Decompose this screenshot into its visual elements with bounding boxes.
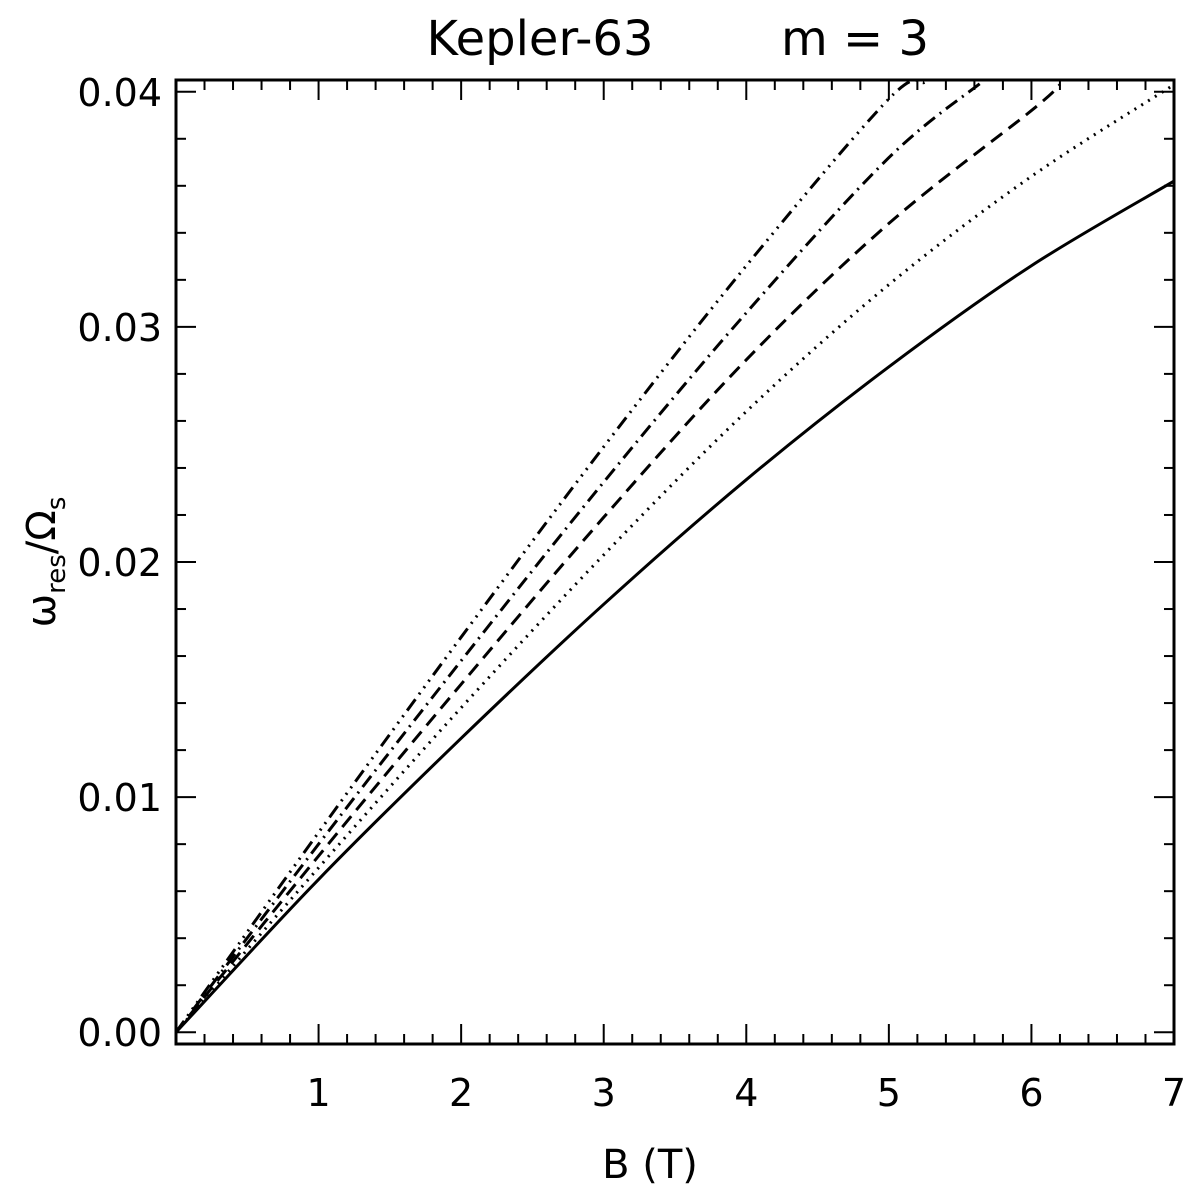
x-tick-label: 3: [592, 1071, 616, 1115]
chart-title-right: m = 3: [781, 11, 929, 67]
y-axis-label-omega: ω: [19, 594, 65, 628]
y-axis-label-sub-s: s: [42, 497, 72, 511]
x-tick-label: 4: [734, 1071, 758, 1115]
y-tick-labels: 0.00 0.01 0.02 0.03 0.04: [77, 71, 162, 1055]
y-axis-label-sub-res: res: [42, 554, 72, 594]
series-line-dash-dot-dot-dot: [176, 80, 926, 1034]
plot-frame: [174, 78, 1176, 1046]
y-tick-label: 0.00: [77, 1011, 162, 1055]
y-tick-label: 0.03: [77, 306, 162, 350]
x-tick-label: 6: [1019, 1071, 1043, 1115]
series-line-solid: [176, 179, 1174, 1034]
y-tick-label: 0.01: [77, 776, 162, 820]
series-line-dashed: [176, 83, 1061, 1034]
x-tick-labels: 1 2 3 4 5 6 7: [306, 1071, 1186, 1115]
y-tick-label: 0.02: [77, 541, 162, 585]
series-line-dash-dot: [176, 81, 983, 1034]
x-tick-label: 7: [1162, 1071, 1186, 1115]
x-axis-label: B (T): [602, 1142, 698, 1188]
plot-curves: [176, 80, 1174, 1034]
chart-title-left: Kepler-63: [426, 11, 653, 67]
y-axis-label-div: /Ω: [19, 510, 65, 554]
y-tick-label: 0.04: [77, 71, 162, 115]
x-tick-label: 1: [306, 1071, 330, 1115]
series-line-dotted: [176, 83, 1174, 1034]
axis-ticks: [175, 80, 1175, 1044]
x-tick-label: 2: [449, 1071, 473, 1115]
y-axis-label: ωres/Ωs: [19, 497, 72, 628]
x-tick-label: 5: [877, 1071, 901, 1115]
